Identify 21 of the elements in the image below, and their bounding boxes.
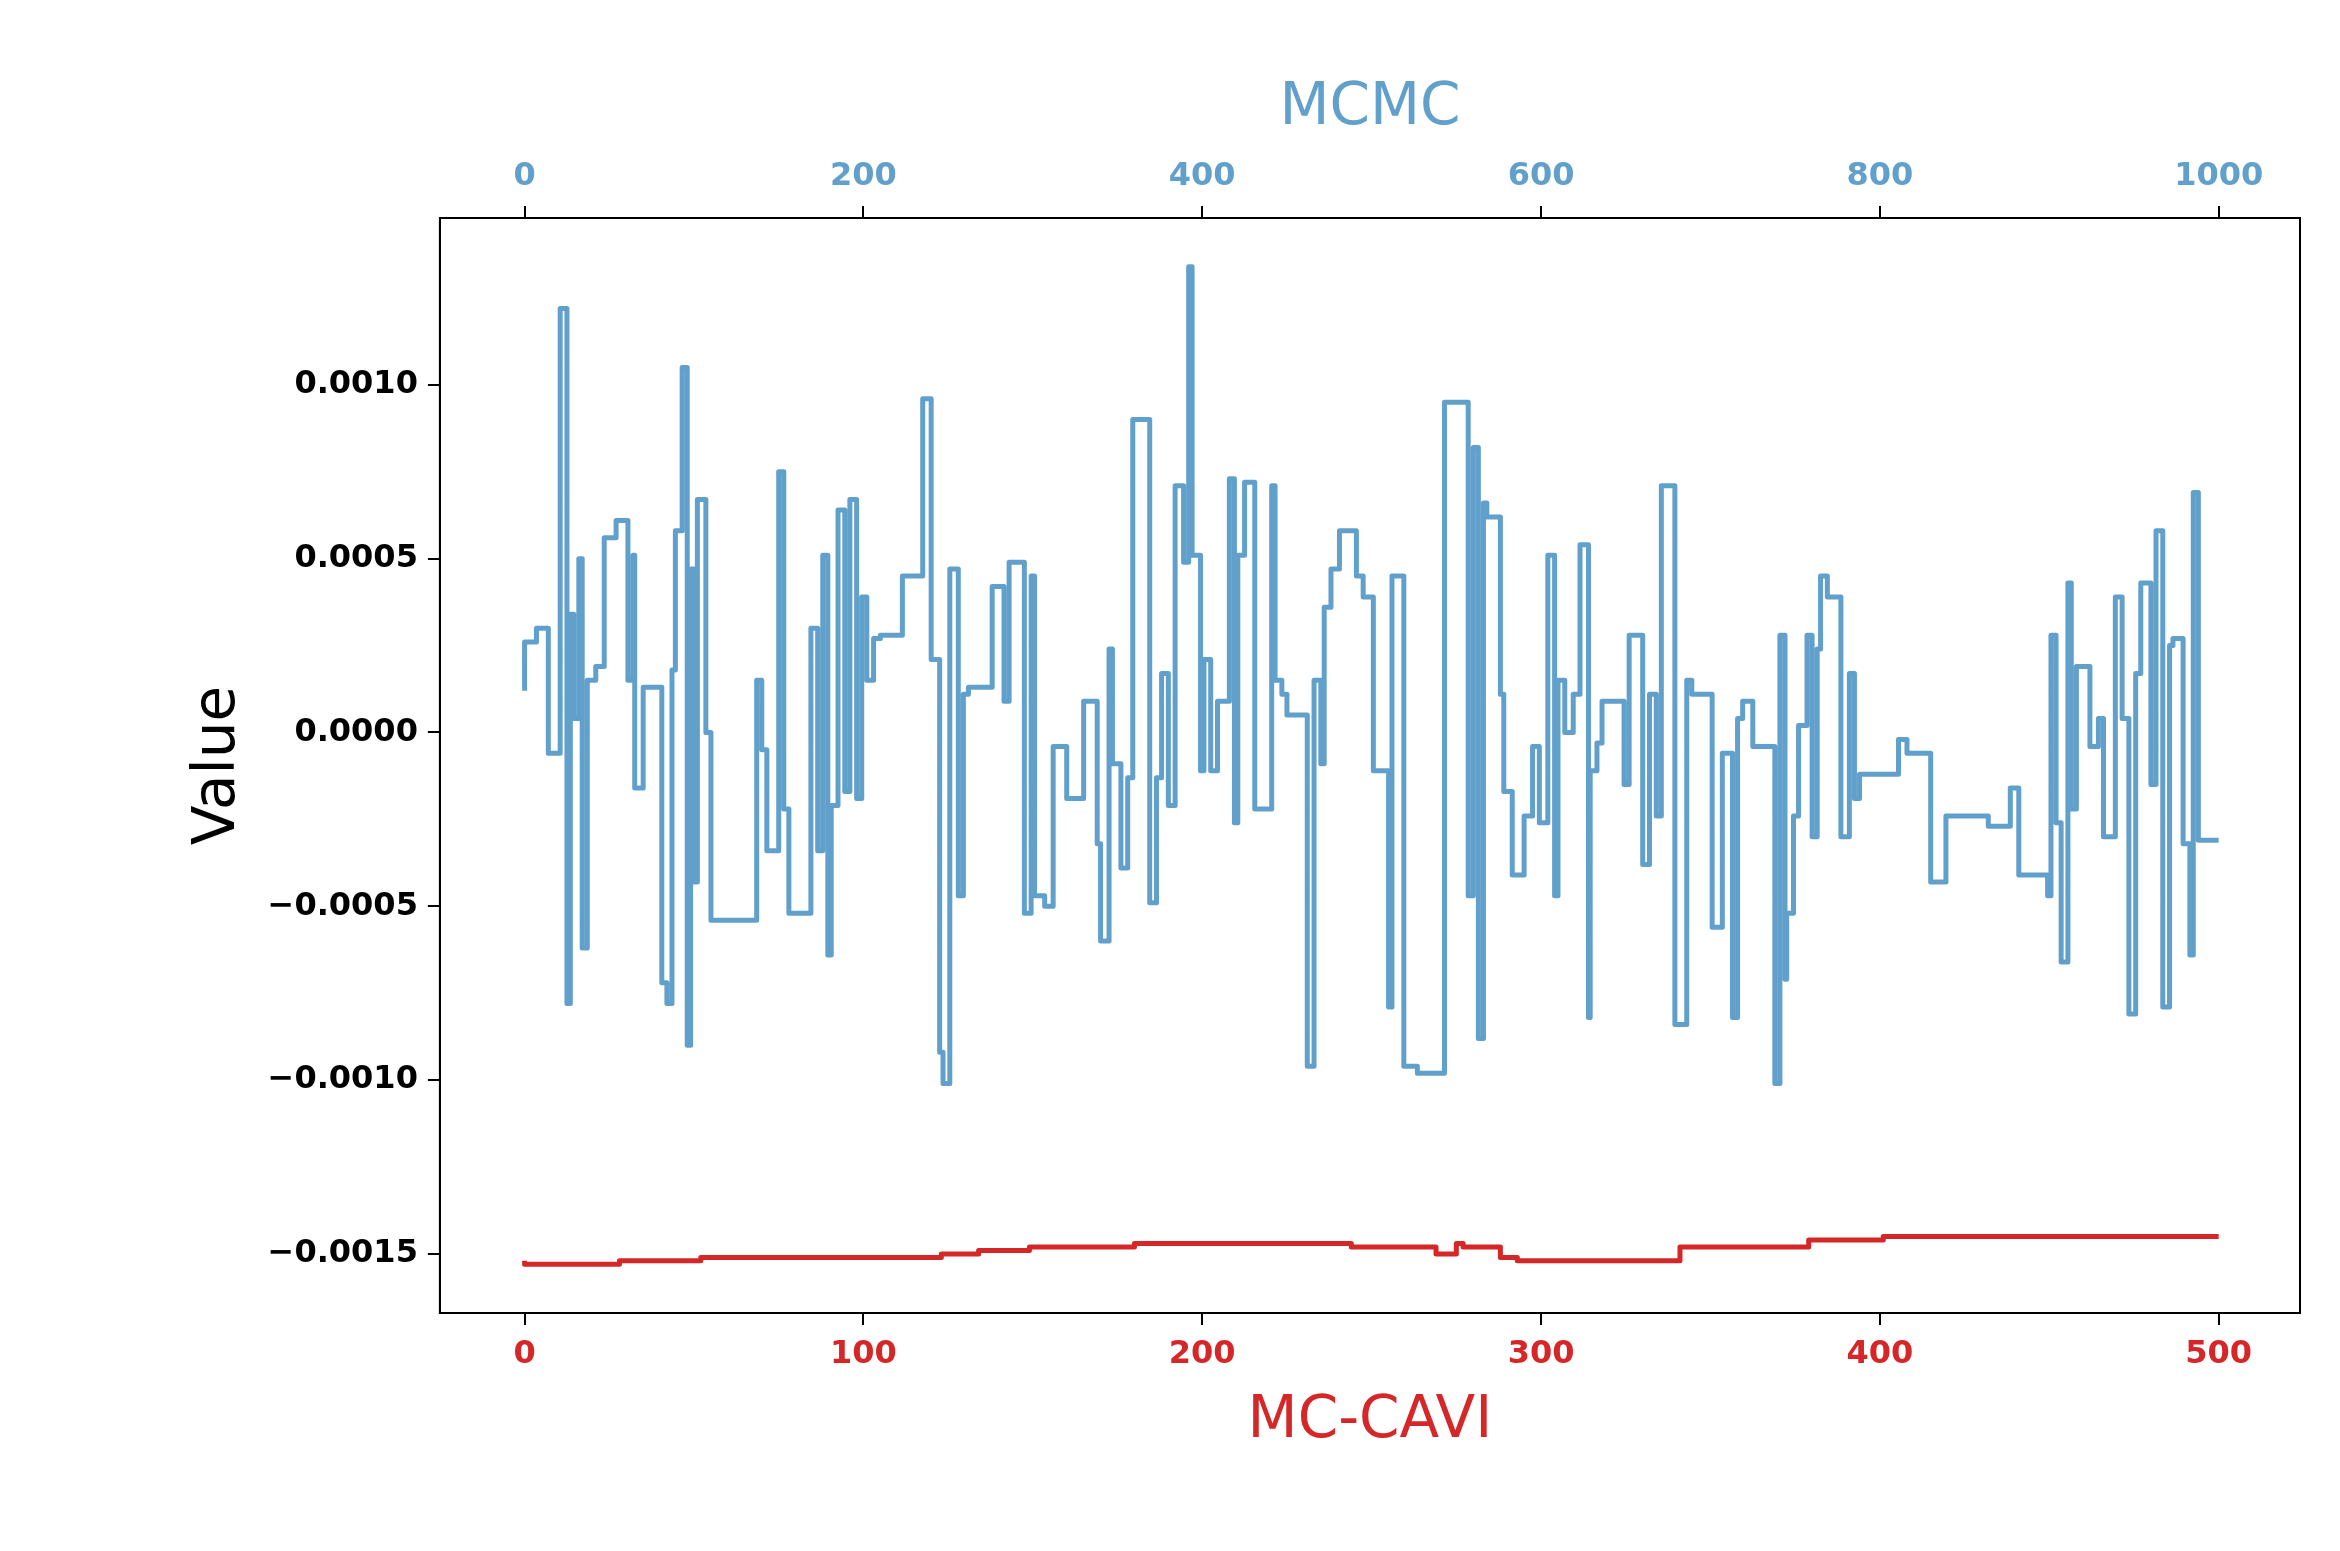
y-tick-label: −0.0010 [267, 1058, 418, 1097]
x-tick-label: 0 [513, 1332, 536, 1371]
x-axis-title: MC-CAVI [1247, 1383, 1493, 1452]
x2-tick-label: 1000 [2174, 155, 2264, 194]
x2-tick-label: 200 [830, 155, 897, 194]
x2-tick-label: 0 [513, 155, 536, 194]
x2-tick-label: 400 [1168, 155, 1236, 194]
y-tick-label: 0.0000 [294, 710, 418, 749]
x2-tick-label: 600 [1507, 155, 1575, 194]
x-tick-label: 500 [2185, 1332, 2253, 1371]
y-axis-title: Value [179, 685, 248, 846]
x-tick-label: 400 [1846, 1332, 1914, 1371]
x-tick-label: 100 [830, 1332, 897, 1371]
y-tick-label: −0.0015 [267, 1232, 418, 1271]
y-tick-label: 0.0005 [294, 536, 418, 575]
x2-tick-label: 800 [1846, 155, 1914, 194]
x2-axis-title: MCMC [1279, 69, 1461, 138]
x-tick-label: 300 [1507, 1332, 1575, 1371]
y-tick-label: 0.0010 [294, 363, 418, 402]
y-tick-label: −0.0005 [267, 884, 418, 923]
x-tick-label: 200 [1168, 1332, 1236, 1371]
